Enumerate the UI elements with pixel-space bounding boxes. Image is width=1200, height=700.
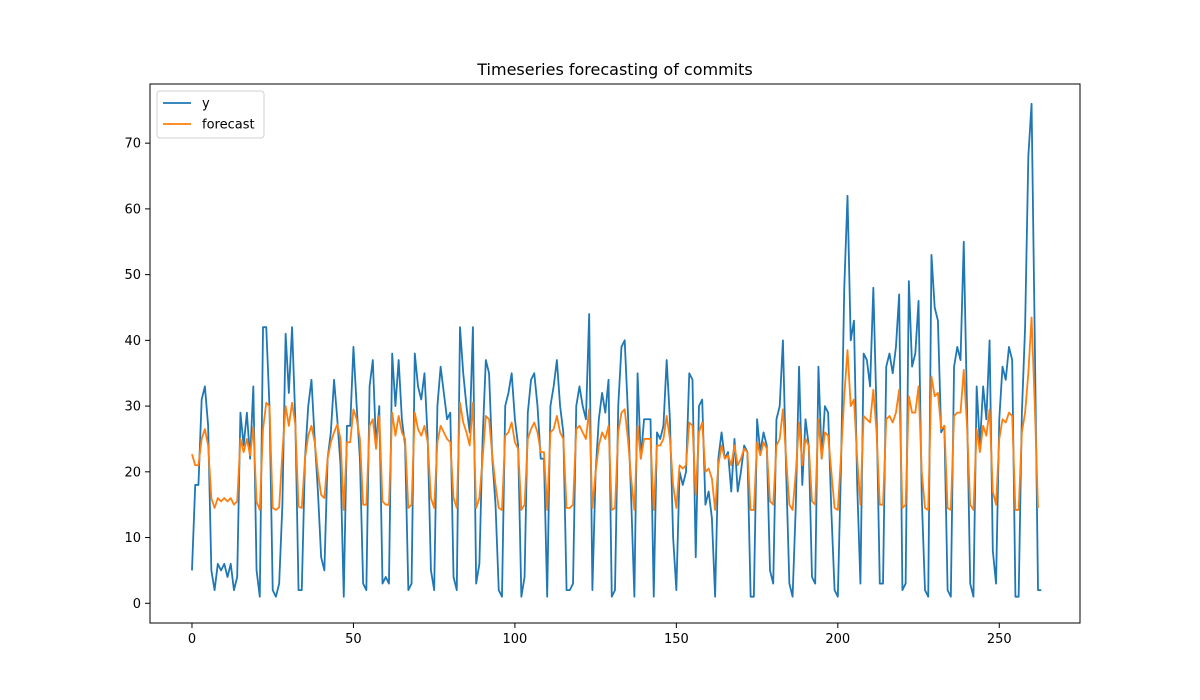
y-tick-label: 40 xyxy=(124,334,141,349)
y-axis: 0 10 20 30 40 50 60 70 xyxy=(124,137,150,612)
x-tick-label: 50 xyxy=(345,632,362,647)
y-tick-label: 60 xyxy=(124,202,141,217)
series-layer xyxy=(191,102,1042,598)
y-tick-label: 70 xyxy=(124,137,141,152)
series-line-y xyxy=(191,102,1042,598)
y-tick-label: 0 xyxy=(133,597,141,612)
legend-label-forecast: forecast xyxy=(202,118,255,133)
legend: y forecast xyxy=(156,90,265,139)
y-tick-label: 30 xyxy=(124,400,141,415)
x-tick-label: 250 xyxy=(987,632,1012,647)
chart-title: Timeseries forecasting of commits xyxy=(476,60,752,79)
x-tick-label: 200 xyxy=(825,632,850,647)
x-tick-label: 100 xyxy=(502,632,527,647)
x-tick-label: 150 xyxy=(664,632,689,647)
legend-label-y: y xyxy=(202,97,210,112)
x-tick-label: 0 xyxy=(188,632,196,647)
y-tick-label: 50 xyxy=(124,268,141,283)
plot-area xyxy=(149,83,1081,624)
x-axis: 0 50 100 150 200 250 xyxy=(188,623,1012,647)
y-tick-label: 20 xyxy=(124,465,141,480)
y-tick-label: 10 xyxy=(124,531,141,546)
series-line-forecast xyxy=(191,316,1039,511)
